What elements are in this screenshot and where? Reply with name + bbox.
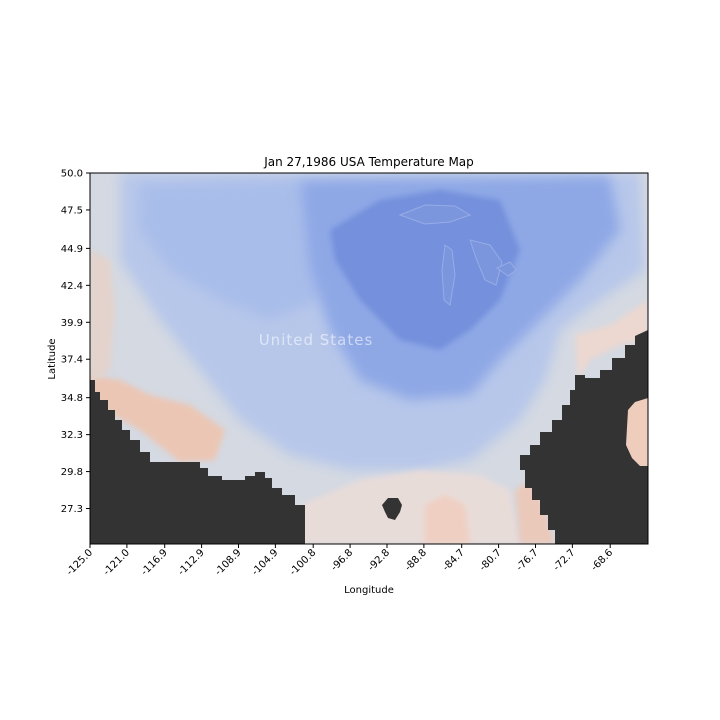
y-axis-ticks: 50.0 47.5 44.9 42.4 39.9 37.4 34.8 32.3 29.8 27.3 (61, 169, 90, 515)
x-tick-label: -76.7 (515, 547, 541, 573)
y-tick-label: 39.9 (61, 318, 83, 329)
warm-strong-region-south (425, 495, 470, 544)
cold-strong-region (330, 190, 520, 350)
x-tick-label: -88.8 (403, 547, 429, 573)
y-tick-label: 47.5 (61, 205, 83, 216)
y-axis-label: Latitude (47, 338, 58, 379)
x-tick-label: -72.7 (551, 547, 577, 573)
y-tick-label: 42.4 (61, 281, 83, 292)
great-lakes (398, 204, 517, 306)
x-axis-label: Longitude (344, 585, 394, 596)
x-tick-label: -84.7 (441, 547, 467, 573)
x-tick-label: -121.0 (101, 547, 132, 578)
y-tick-label: 32.3 (61, 430, 83, 441)
warm-patch-atlantic (626, 398, 648, 466)
warm-region-westcoast (90, 250, 115, 380)
x-tick-label: -68.6 (589, 547, 615, 573)
warm-region-southwest (90, 375, 225, 462)
no-data-region-pacific (90, 380, 305, 544)
x-tick-label: -108.9 (213, 547, 244, 578)
y-tick-label: 44.9 (61, 244, 83, 255)
x-tick-label: -112.9 (176, 547, 207, 578)
chart-title: Jan 27,1986 USA Temperature Map (263, 155, 474, 169)
cold-region-west (140, 180, 330, 320)
x-tick-label: -96.8 (329, 547, 355, 573)
x-tick-label: -100.8 (288, 547, 319, 578)
warm-region-east (575, 300, 648, 380)
plot-area: United States (90, 173, 648, 544)
warm-region-florida (515, 480, 555, 544)
no-data-region-atlantic (520, 330, 648, 544)
x-tick-label: -104.9 (250, 547, 281, 578)
y-tick-label: 34.8 (61, 393, 83, 404)
axes-frame (89, 172, 649, 545)
y-tick-label: 37.4 (61, 355, 83, 366)
x-tick-label: -92.8 (366, 547, 392, 573)
basemap-label: United States (259, 331, 374, 349)
y-tick-label: 29.8 (61, 467, 83, 478)
y-tick-label: 50.0 (61, 169, 83, 180)
x-tick-label: -125.0 (65, 547, 96, 578)
x-tick-label: -116.9 (139, 547, 170, 578)
x-axis-ticks: -125.0 -121.0 -116.9 -112.9 -108.9 -104.9 -100… (65, 544, 615, 578)
x-tick-label: -80.7 (478, 547, 504, 573)
y-tick-label: 27.3 (61, 504, 83, 515)
no-data-region-gulf (382, 498, 402, 520)
